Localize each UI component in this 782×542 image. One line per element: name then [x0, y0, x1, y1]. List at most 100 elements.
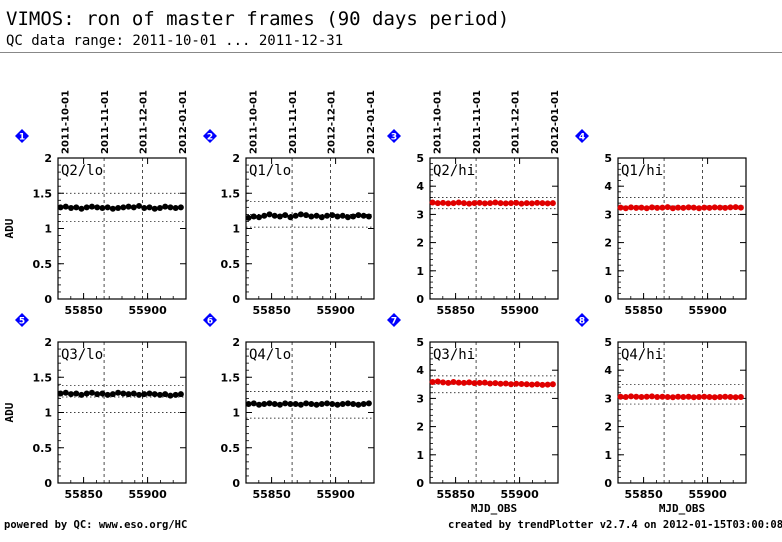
data-point [675, 393, 682, 400]
data-point [360, 401, 367, 408]
data-point [88, 389, 95, 396]
data-point [109, 205, 116, 212]
data-point [266, 400, 273, 407]
y-tick-label: 1 [416, 449, 424, 462]
data-point [120, 390, 127, 397]
data-point [502, 380, 509, 387]
top-date-label: 2011-11-01 [288, 90, 299, 154]
x-tick-label: 55850 [436, 304, 475, 317]
data-point [622, 393, 629, 400]
data-point [513, 199, 520, 206]
data-point [94, 204, 101, 211]
x-tick-label: 55900 [128, 488, 167, 501]
panel-2: 2 0 0.5 1 1.5 2 55850 55900 Q1/lo 2011-10-01 2011-… [203, 90, 377, 317]
data-point [57, 204, 64, 211]
data-point [549, 381, 556, 388]
data-point [125, 391, 132, 398]
data-point [360, 212, 367, 219]
x-axis-label: MJD_OBS [659, 502, 705, 515]
data-point [539, 200, 546, 207]
panel-8: 8 0 1 2 3 4 5 55850 55900 Q4/hi MJD_OBS [575, 313, 747, 515]
panel-1: 1 0 0.5 1 1.5 2 55850 55900 Q2/lo ADU 2011-10-01 20… [3, 90, 189, 317]
data-point [664, 393, 671, 400]
y-tick-label: 3 [604, 392, 612, 405]
y-tick-label: 5 [604, 336, 612, 349]
panel-6: 6 0 0.5 1 1.5 2 55850 55900 Q4/lo [203, 313, 375, 501]
data-point [141, 205, 148, 212]
data-point [450, 379, 457, 386]
x-tick-label: 55850 [252, 488, 291, 501]
data-point [466, 379, 473, 386]
data-point [440, 379, 447, 386]
data-point [250, 213, 257, 220]
data-point [329, 212, 336, 219]
data-point [706, 393, 713, 400]
top-date-label: 2011-10-01 [248, 90, 259, 154]
data-point [664, 204, 671, 211]
panel-badge-number: 6 [207, 317, 213, 327]
y-tick-label: 0 [232, 477, 240, 490]
panel-label: Q1/hi [621, 163, 663, 179]
top-date-label: 2011-10-01 [432, 90, 443, 154]
y-tick-label: 1 [232, 407, 240, 420]
data-point [292, 212, 299, 219]
data-point [83, 390, 90, 397]
data-point [303, 212, 310, 219]
x-tick-label: 55900 [688, 488, 727, 501]
data-point [88, 203, 95, 210]
data-point [250, 400, 257, 407]
plot-frame [429, 157, 559, 300]
y-tick-label: 0 [604, 293, 612, 306]
y-tick-label: 2 [604, 421, 612, 434]
data-point [78, 205, 85, 212]
data-point [318, 401, 325, 408]
data-point [136, 202, 143, 209]
data-point [549, 200, 556, 207]
data-point [523, 200, 530, 207]
plot-frame [57, 157, 187, 300]
data-point [339, 401, 346, 408]
data-point [492, 199, 499, 206]
y-tick-label: 4 [416, 364, 424, 377]
data-point [534, 381, 541, 388]
panel-badge-number: 5 [19, 317, 25, 327]
data-point [528, 381, 535, 388]
data-point [297, 211, 304, 218]
data-point [429, 199, 436, 206]
data-point [643, 393, 650, 400]
data-point [523, 381, 530, 388]
y-tick-label: 2 [232, 152, 240, 165]
y-tick-label: 0.5 [221, 258, 241, 271]
data-point [497, 380, 504, 387]
data-point [445, 200, 452, 207]
data-point [350, 213, 357, 220]
y-tick-label: 4 [604, 180, 612, 193]
data-point [476, 379, 483, 386]
panel-badge-number: 8 [579, 317, 585, 327]
data-point [99, 390, 106, 397]
data-point [162, 203, 169, 210]
data-point [130, 204, 137, 211]
data-point [308, 401, 315, 408]
data-point [476, 199, 483, 206]
y-tick-label: 0 [232, 293, 240, 306]
data-point [497, 200, 504, 207]
data-point [648, 204, 655, 211]
panel-badge-number: 3 [391, 133, 397, 143]
data-point [344, 400, 351, 407]
panel-label: Q3/hi [433, 347, 475, 363]
y-tick-label: 1 [232, 223, 240, 236]
y-tick-label: 5 [416, 152, 424, 165]
data-point [146, 390, 153, 397]
data-point [659, 204, 666, 211]
data-point [722, 393, 729, 400]
y-tick-label: 4 [416, 180, 424, 193]
panel-4: 4 0 1 2 3 4 5 55850 55900 Q1/hi [575, 129, 747, 317]
data-point [654, 393, 661, 400]
panel-badge-icon [575, 129, 589, 143]
y-tick-label: 2 [44, 152, 52, 165]
data-point [502, 200, 509, 207]
data-point [429, 379, 436, 386]
y-tick-label: 0.5 [33, 258, 53, 271]
data-point [727, 204, 734, 211]
